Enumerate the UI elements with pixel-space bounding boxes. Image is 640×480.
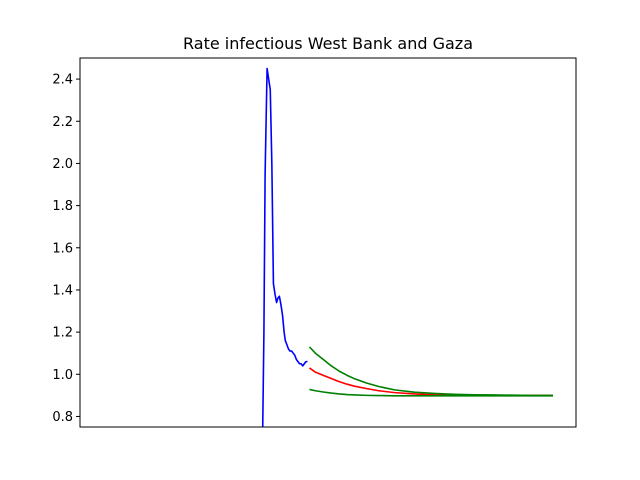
plot-area-frame: [79, 57, 577, 428]
series-line-4: [309, 388, 553, 397]
y-tick-label: 1.4: [52, 283, 73, 298]
y-tick-label: 1.8: [52, 199, 73, 214]
y-tick-label: 1.2: [52, 326, 73, 341]
series-line-3: [308, 346, 553, 397]
y-axis-ticks: 0.8 1.0 1.2 1.4 1.6 1.8 2.0 2.2 2.4: [52, 73, 80, 425]
y-tick-label: 0.8: [52, 410, 73, 425]
y-tick-label: 2.2: [52, 115, 73, 130]
y-tick-label: 2.0: [52, 157, 73, 172]
y-tick-label: 1.6: [52, 241, 73, 256]
y-tick-label: 2.4: [52, 73, 73, 88]
y-tick-label: 1.0: [52, 368, 73, 383]
chart-title: Rate infectious West Bank and Gaza: [183, 34, 473, 53]
series-line-2: [308, 367, 553, 397]
series-layer: [261, 67, 553, 427]
series-line-1: [261, 67, 308, 427]
